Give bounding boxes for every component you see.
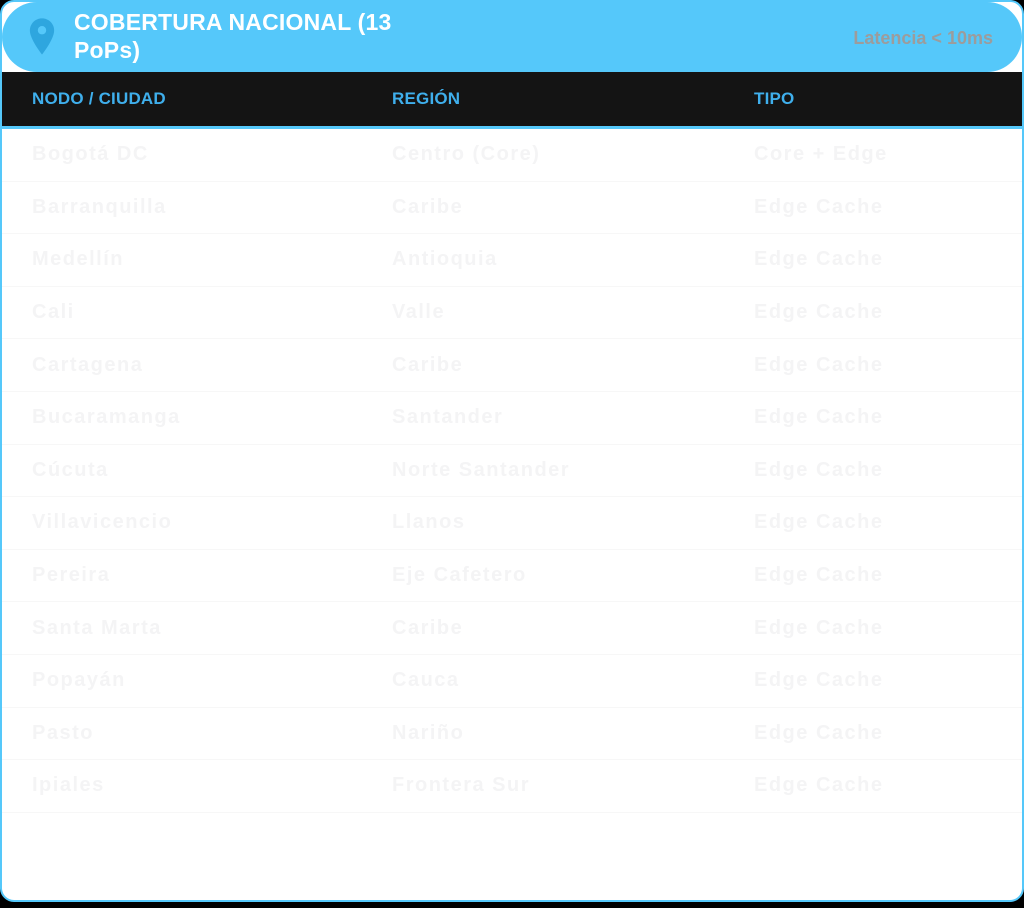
table-row: Bucaramanga Santander Edge Cache [2, 392, 1022, 445]
cell-tipo: Edge Cache [754, 616, 884, 639]
table-row: Medellín Antioquia Edge Cache [2, 234, 1022, 287]
cell-tipo: Edge Cache [754, 721, 884, 744]
table-row: Pasto Nariño Edge Cache [2, 708, 1022, 761]
cell-region: Valle [392, 301, 446, 324]
cell-region: Nariño [392, 721, 465, 744]
cell-region: Llanos [392, 511, 466, 534]
cell-nodo: Bucaramanga [32, 406, 181, 429]
cell-nodo: Villavicencio [32, 511, 173, 534]
column-header-region: REGIÓN [392, 89, 461, 108]
cell-region: Cauca [392, 669, 460, 692]
table-row: Pereira Eje Cafetero Edge Cache [2, 550, 1022, 603]
cell-nodo: Pasto [32, 721, 94, 744]
cell-nodo: Ipiales [32, 774, 105, 797]
table-row: Barranquilla Caribe Edge Cache [2, 182, 1022, 235]
column-header-tipo: TIPO [754, 89, 795, 108]
column-header-nodo: NODO / CIUDAD [32, 89, 166, 108]
cell-tipo: Core + Edge [754, 143, 888, 166]
cell-tipo: Edge Cache [754, 669, 884, 692]
cell-nodo: Bogotá DC [32, 143, 149, 166]
table-row: Villavicencio Llanos Edge Cache [2, 497, 1022, 550]
cell-nodo: Santa Marta [32, 616, 162, 639]
table-row: Ipiales Frontera Sur Edge Cache [2, 760, 1022, 813]
table-row: Popayán Cauca Edge Cache [2, 655, 1022, 708]
table-row: Cali Valle Edge Cache [2, 287, 1022, 340]
cell-tipo: Edge Cache [754, 511, 884, 534]
cell-tipo: Edge Cache [754, 458, 884, 481]
cell-nodo: Barranquilla [32, 195, 167, 218]
cell-region: Eje Cafetero [392, 564, 527, 587]
card-header: COBERTURA NACIONAL (13 PoPs) Latencia < … [2, 2, 1022, 72]
cell-region: Norte Santander [392, 458, 571, 481]
table-header-row: NODO / CIUDAD REGIÓN TIPO [2, 72, 1022, 129]
cell-tipo: Edge Cache [754, 564, 884, 587]
table-body: Bogotá DC Centro (Core) Core + Edge Barr… [2, 129, 1022, 813]
table-row: Bogotá DC Centro (Core) Core + Edge [2, 129, 1022, 182]
cell-region: Caribe [392, 195, 464, 218]
cell-nodo: Cali [32, 301, 75, 324]
table-row: Cúcuta Norte Santander Edge Cache [2, 445, 1022, 498]
cell-tipo: Edge Cache [754, 353, 884, 376]
cell-tipo: Edge Cache [754, 248, 884, 271]
latency-badge: Latencia < 10ms [853, 28, 993, 48]
cell-nodo: Cartagena [32, 353, 144, 376]
cell-nodo: Pereira [32, 564, 111, 587]
cell-nodo: Medellín [32, 248, 125, 271]
card-title: COBERTURA NACIONAL (13 PoPs) [74, 9, 392, 63]
cell-region: Antioquia [392, 248, 498, 271]
cell-region: Santander [392, 406, 504, 429]
map-pin-icon [28, 17, 56, 57]
table-row: Cartagena Caribe Edge Cache [2, 339, 1022, 392]
cell-region: Centro (Core) [392, 143, 541, 166]
cell-tipo: Edge Cache [754, 195, 884, 218]
cell-region: Caribe [392, 353, 464, 376]
cell-tipo: Edge Cache [754, 301, 884, 324]
cell-tipo: Edge Cache [754, 774, 884, 797]
cell-nodo: Cúcuta [32, 458, 109, 481]
cell-region: Caribe [392, 616, 464, 639]
table-row: Santa Marta Caribe Edge Cache [2, 602, 1022, 655]
cell-region: Frontera Sur [392, 774, 531, 797]
cell-tipo: Edge Cache [754, 406, 884, 429]
cell-nodo: Popayán [32, 669, 126, 692]
